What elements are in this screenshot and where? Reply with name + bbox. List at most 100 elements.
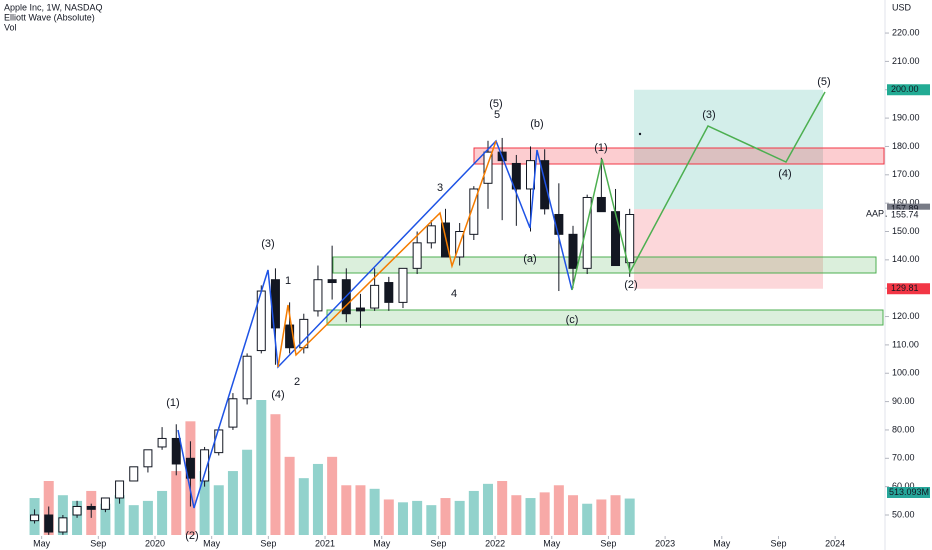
candle-body (596, 196, 606, 213)
volume-bar (128, 505, 139, 535)
x-tick-label: Sep (260, 538, 276, 548)
volume-bar (440, 498, 451, 535)
candle-body (327, 279, 337, 284)
candle-body (100, 497, 110, 510)
volume-bar (327, 456, 338, 535)
volume-bar (298, 478, 309, 535)
candle-body (540, 160, 550, 210)
y-tick-label: 210.00 (892, 56, 920, 66)
wave-label: 4 (451, 288, 457, 300)
volume-bar (270, 414, 281, 535)
candle-body (511, 162, 521, 190)
volume-bar (468, 490, 479, 535)
candle-body (483, 151, 493, 184)
volume-bar (582, 503, 593, 535)
x-tick-label: Sep (430, 538, 446, 548)
volume-bar (383, 499, 394, 535)
candle-body (625, 213, 635, 264)
x-tick-label: May (543, 538, 561, 548)
volume-bar (114, 495, 125, 535)
wave-label: (4) (271, 389, 284, 401)
marker-dot (638, 132, 642, 136)
candle-body (171, 437, 181, 465)
x-tick-label: May (33, 538, 51, 548)
y-tick-label: 110.00 (892, 339, 919, 349)
x-tick-label: 2023 (655, 538, 675, 548)
y-tick-label: 170.00 (892, 169, 920, 179)
y-tick-label: 90.00 (892, 396, 915, 406)
volume-bar (426, 505, 437, 535)
volume-bar (199, 471, 210, 535)
candle-body (115, 480, 125, 499)
support-zone (332, 256, 877, 274)
chart-layers (326, 89, 885, 326)
candle-body (129, 466, 139, 482)
candle-body (228, 398, 238, 428)
candle-body (426, 225, 436, 244)
wave-line (177, 139, 573, 509)
indicator-name: Elliott Wave (Absolute) (4, 12, 95, 22)
wave-label: (1) (166, 397, 179, 409)
volume-tag-label: 513.093M (889, 487, 929, 497)
y-tick-label: 220.00 (892, 27, 920, 37)
y-tick-label: 120.00 (892, 311, 920, 321)
candle-body (200, 449, 210, 482)
wave-label: (3) (261, 238, 274, 250)
candle-body (568, 233, 578, 269)
stop-zone (634, 209, 823, 289)
x-tick-label: Sep (770, 538, 786, 548)
x-tick-label: 2022 (485, 538, 505, 548)
wave-label: (2) (624, 279, 637, 291)
y-tick-label: 80.00 (892, 424, 915, 434)
volume-bar (482, 483, 493, 535)
volume-tag (887, 487, 930, 498)
candle-body (214, 429, 224, 454)
candle-body (384, 282, 394, 303)
price-tag-label: 200.00 (891, 84, 919, 94)
volume-bar (242, 449, 253, 535)
wave-label: (5) (817, 76, 830, 88)
x-tick-label: May (713, 538, 731, 548)
y-tick-label: 160.00 (892, 198, 920, 208)
x-tick-label: May (373, 538, 391, 548)
candle-body (30, 514, 40, 522)
volume-bar (525, 498, 536, 535)
volume-bar (142, 500, 153, 535)
wave-label: (3) (702, 109, 715, 121)
volume-bar (284, 456, 295, 535)
wave-label: (a) (523, 253, 536, 265)
last-price-tag (887, 209, 930, 221)
symbol: AAPL (866, 208, 889, 218)
candle-body (313, 279, 323, 312)
candle-body (58, 517, 68, 533)
wave-label: 1 (285, 275, 291, 287)
volume-bar (539, 492, 550, 535)
price-tag-label: 129.81 (891, 283, 919, 293)
candle-body (355, 307, 365, 312)
indicator-name: Vol (4, 22, 17, 32)
volume-bar (610, 495, 621, 535)
wave-label: (b) (530, 118, 543, 130)
candle-body (469, 188, 479, 235)
y-tick-label: 140.00 (892, 254, 920, 264)
currency: USD (892, 2, 912, 12)
target-zone (634, 89, 823, 210)
candle-body (412, 242, 422, 269)
volume-bar (256, 400, 267, 535)
wave-label: (5) (489, 98, 502, 110)
candle-body (72, 505, 82, 516)
x-tick-label: May (203, 538, 221, 548)
volume-bar (213, 485, 224, 535)
last-price-label: 155.74 (891, 210, 919, 220)
price-tag-label: 157.89 (891, 204, 919, 214)
y-tick-label: 150.00 (892, 226, 920, 236)
y-tick-label: 180.00 (892, 141, 920, 151)
price-tag (887, 203, 930, 215)
volume-bar (568, 495, 579, 535)
volume-bar (397, 502, 408, 535)
chart-title: Apple Inc, 1W, NASDAQ (4, 2, 103, 12)
volume-bar (227, 471, 238, 535)
candle-body (611, 211, 621, 267)
x-tick-label: 2024 (825, 538, 845, 548)
candle-body (370, 284, 380, 309)
